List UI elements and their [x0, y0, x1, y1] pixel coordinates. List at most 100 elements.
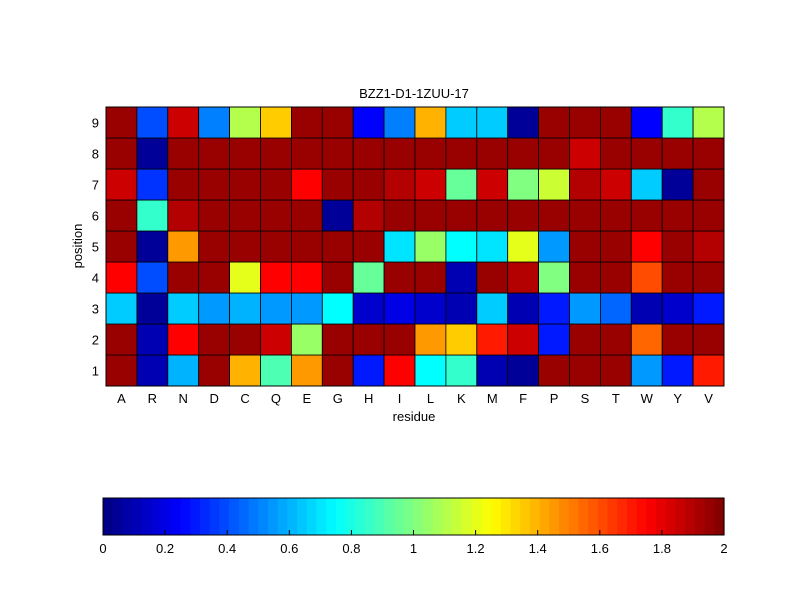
colorbar-segment [141, 498, 153, 535]
heatmap-cell [569, 261, 601, 294]
heatmap-cell [383, 261, 416, 294]
y-tick-label: 5 [92, 240, 99, 255]
heatmap-cell [476, 137, 509, 170]
heatmap-cell [538, 261, 570, 294]
heatmap-cell [538, 354, 570, 387]
y-axis-label: position [70, 224, 85, 269]
heatmap-cell [600, 137, 632, 170]
colorbar-segment [471, 498, 483, 535]
heatmap-cell [352, 168, 385, 201]
heatmap-cell [383, 168, 416, 201]
colorbar-segment [646, 498, 657, 535]
heatmap-cell [445, 323, 478, 356]
heatmap-cell [290, 230, 323, 263]
heatmap-cell [661, 137, 694, 170]
heatmap-cell [167, 261, 200, 294]
x-tick-label: Y [673, 391, 682, 406]
heatmap-cell [538, 137, 570, 170]
heatmap-cell [538, 323, 570, 356]
heatmap-cell [661, 292, 694, 325]
colorbar-segment [267, 498, 279, 535]
colorbar-segment [355, 498, 366, 535]
heatmap-cell [105, 292, 138, 325]
heatmap-cell [352, 199, 385, 232]
plot-frame [105, 106, 725, 387]
heatmap-cells [105, 106, 725, 387]
colorbar-segment [656, 498, 667, 535]
colorbar-segment [345, 498, 356, 535]
heatmap-cell [260, 230, 292, 263]
heatmap-cell [507, 137, 540, 170]
colorbar-tick-label: 0.8 [342, 541, 360, 556]
heatmap-cell [569, 106, 601, 139]
heatmap-cell [692, 354, 725, 387]
y-tick-label: 8 [92, 147, 99, 162]
colorbar-segment [277, 498, 288, 535]
heatmap-cell [321, 106, 354, 139]
y-tick-labels: 1 2 3 4 5 6 7 8 9 [92, 116, 99, 379]
heatmap-cell [229, 292, 261, 325]
heatmap-cell [630, 199, 663, 232]
heatmap-cell [445, 261, 478, 294]
heatmap-cell [167, 106, 200, 139]
heatmap-cell [383, 354, 416, 387]
heatmap-cell [630, 168, 663, 201]
colorbar-segment [180, 498, 191, 535]
heatmap-cell [136, 106, 169, 139]
heatmap-cell [260, 168, 292, 201]
heatmap-cell [260, 106, 292, 139]
heatmap-cell [600, 261, 632, 294]
colorbar-segment [491, 498, 502, 535]
colorbar-segment [229, 498, 240, 535]
colorbar-segment [190, 498, 201, 535]
heatmap-cell [321, 261, 354, 294]
heatmap-cell [630, 261, 663, 294]
heatmap-cell [507, 106, 540, 139]
heatmap-cell [198, 323, 230, 356]
heatmap-cell [290, 199, 323, 232]
heatmap-cell [600, 354, 632, 387]
heatmap-cell [260, 261, 292, 294]
colorbar-segment [510, 498, 521, 535]
heatmap-cell [414, 354, 447, 387]
heatmap-cell [476, 199, 509, 232]
heatmap-cell [692, 106, 725, 139]
heatmap-cell [383, 323, 416, 356]
colorbar-segment [442, 498, 453, 535]
heatmap-cell [167, 137, 200, 170]
heatmap-cell [600, 106, 632, 139]
heatmap-cell [476, 261, 509, 294]
heatmap-cell [661, 230, 694, 263]
x-tick-label: N [179, 391, 188, 406]
heatmap-cell [260, 292, 292, 325]
x-tick-label: A [117, 391, 126, 406]
heatmap-cell [260, 199, 292, 232]
heatmap-cell [198, 199, 230, 232]
heatmap-cell [136, 354, 169, 387]
heatmap-cell [414, 323, 447, 356]
heatmap-cell [569, 323, 601, 356]
heatmap-cell [569, 354, 601, 387]
heatmap-cell [105, 261, 138, 294]
heatmap-cell [352, 354, 385, 387]
heatmap-cell [661, 354, 694, 387]
heatmap-cell [445, 106, 478, 139]
heatmap-cell [136, 292, 169, 325]
heatmap-cell [445, 354, 478, 387]
heatmap-cell [229, 261, 261, 294]
x-tick-label: S [581, 391, 590, 406]
heatmap-cell [630, 354, 663, 387]
x-tick-label: W [641, 391, 654, 406]
heatmap-cell [198, 137, 230, 170]
heatmap-cell [229, 354, 261, 387]
colorbar-tick-label: 2 [720, 541, 727, 556]
heatmap-cell [352, 323, 385, 356]
heatmap-cell [105, 137, 138, 170]
heatmap-cell [445, 292, 478, 325]
colorbar-segment [316, 498, 327, 535]
heatmap-cell [136, 261, 169, 294]
heatmap-cell [290, 261, 323, 294]
heatmap-cell [414, 230, 447, 263]
heatmap-cell [600, 323, 632, 356]
